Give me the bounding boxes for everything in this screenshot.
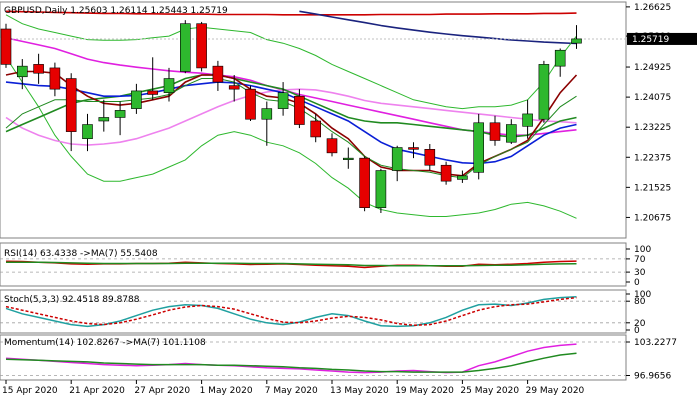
candle-body	[261, 108, 273, 120]
stoch-signal-line	[5, 296, 577, 327]
stoch-tick-label: 0	[634, 326, 640, 336]
stoch-label: Stoch(5,3,3) 92.4518 89.8788	[4, 295, 140, 305]
candle-body	[391, 147, 403, 171]
overlay-ma_pink	[5, 88, 577, 146]
date-tick-label: 15 Apr 2020	[2, 386, 58, 396]
candle-body	[505, 124, 517, 143]
momentum-main-line	[5, 343, 577, 374]
candle-body	[16, 65, 28, 78]
candle-body	[196, 23, 207, 69]
stoch-tick-label: 100	[634, 290, 651, 300]
candle-body	[326, 138, 338, 154]
candle-body	[538, 64, 550, 120]
date-tick-label: 13 May 2020	[330, 386, 389, 396]
price-tick-label: 1.24925	[634, 63, 671, 73]
date-axis: 15 Apr 2020 21 Apr 2020 27 Apr 2020 1 May 2…	[2, 380, 585, 396]
candle-body	[571, 38, 582, 44]
rsi-tick-label: 0	[634, 278, 640, 288]
candle-body	[98, 117, 110, 122]
candle-body	[0, 28, 12, 65]
stoch-panel-frame	[0, 289, 627, 334]
candle-body	[375, 170, 387, 208]
overlay-bb_upper	[5, 14, 577, 110]
momentum-tick-label: 103.2277	[634, 338, 677, 348]
chart-title: GBPUSD,Daily 1.25603 1.26114 1.25443 1.2…	[4, 6, 228, 16]
candle-body	[33, 64, 44, 74]
overlay-bb_lower	[5, 57, 577, 219]
date-tick-label: 7 May 2020	[265, 386, 318, 396]
candle-body	[359, 157, 370, 208]
candle-body	[147, 90, 158, 95]
date-tick-label: 21 Apr 2020	[69, 386, 125, 396]
candle-body	[408, 147, 419, 150]
date-tick-label: 27 Apr 2020	[134, 386, 190, 396]
candle-body	[163, 78, 175, 93]
candle-body	[82, 124, 93, 139]
overlay-ma_red_flat	[5, 10, 577, 16]
candle-body	[489, 122, 501, 141]
date-tick-label: 29 May 2020	[526, 386, 585, 396]
candle-body	[554, 49, 566, 67]
candle-body	[212, 65, 224, 83]
rsi-tick-label: 100	[634, 245, 651, 255]
price-tick-label: 1.24075	[634, 93, 671, 103]
candle-body	[277, 92, 289, 109]
rsi-label: RSI(14) 63.4338 ->MA(7) 55.5408	[4, 249, 158, 259]
candle-body	[294, 95, 305, 125]
date-tick-label: 19 May 2020	[395, 386, 454, 396]
price-tick-label: 1.21525	[634, 183, 671, 193]
price-tick-label: 1.22375	[634, 153, 671, 163]
candle-body	[424, 149, 436, 166]
stoch-tick-label: 20	[634, 319, 646, 329]
candle-body	[65, 78, 77, 132]
candle-body	[245, 88, 256, 120]
candle-body	[310, 120, 322, 138]
current-price-box	[627, 32, 697, 45]
candle-body	[228, 85, 240, 90]
momentum-tick-label: 96.9656	[634, 372, 671, 382]
candle-body	[49, 67, 61, 90]
candle-body	[457, 175, 468, 180]
date-tick-label: 25 May 2020	[460, 386, 519, 396]
rsi-tick-label: 70	[634, 255, 646, 265]
current-price-label: 1.25719	[632, 35, 669, 45]
candle-body	[180, 23, 191, 72]
momentum-label: Momentum(14) 102.8267 ->MA(7) 101.1108	[4, 338, 206, 348]
candle-body	[473, 122, 485, 173]
momentum-panel: Momentum(14) 102.8267 ->MA(7) 101.1108 1…	[0, 334, 677, 382]
rsi-signal-line	[6, 261, 577, 267]
candle-body	[522, 113, 533, 127]
price-tick-label: 1.26625	[634, 3, 671, 13]
date-tick-label: 1 May 2020	[200, 386, 253, 396]
rsi-tick-label: 30	[634, 268, 646, 278]
candle-body	[114, 110, 126, 118]
price-tick-label: 1.23225	[634, 123, 671, 133]
stoch-tick-label: 80	[634, 297, 646, 307]
overlay-ma_blue_dark	[299, 10, 577, 45]
candle-body	[342, 157, 354, 160]
candle-body	[440, 164, 452, 182]
momentum-signal-line	[5, 352, 577, 373]
price-tick-label: 1.20675	[634, 213, 671, 223]
momentum-panel-frame	[0, 334, 627, 381]
main-panel: GBPUSD,Daily 1.25603 1.26114 1.25443 1.2…	[0, 1, 697, 239]
candle-body	[131, 90, 142, 109]
